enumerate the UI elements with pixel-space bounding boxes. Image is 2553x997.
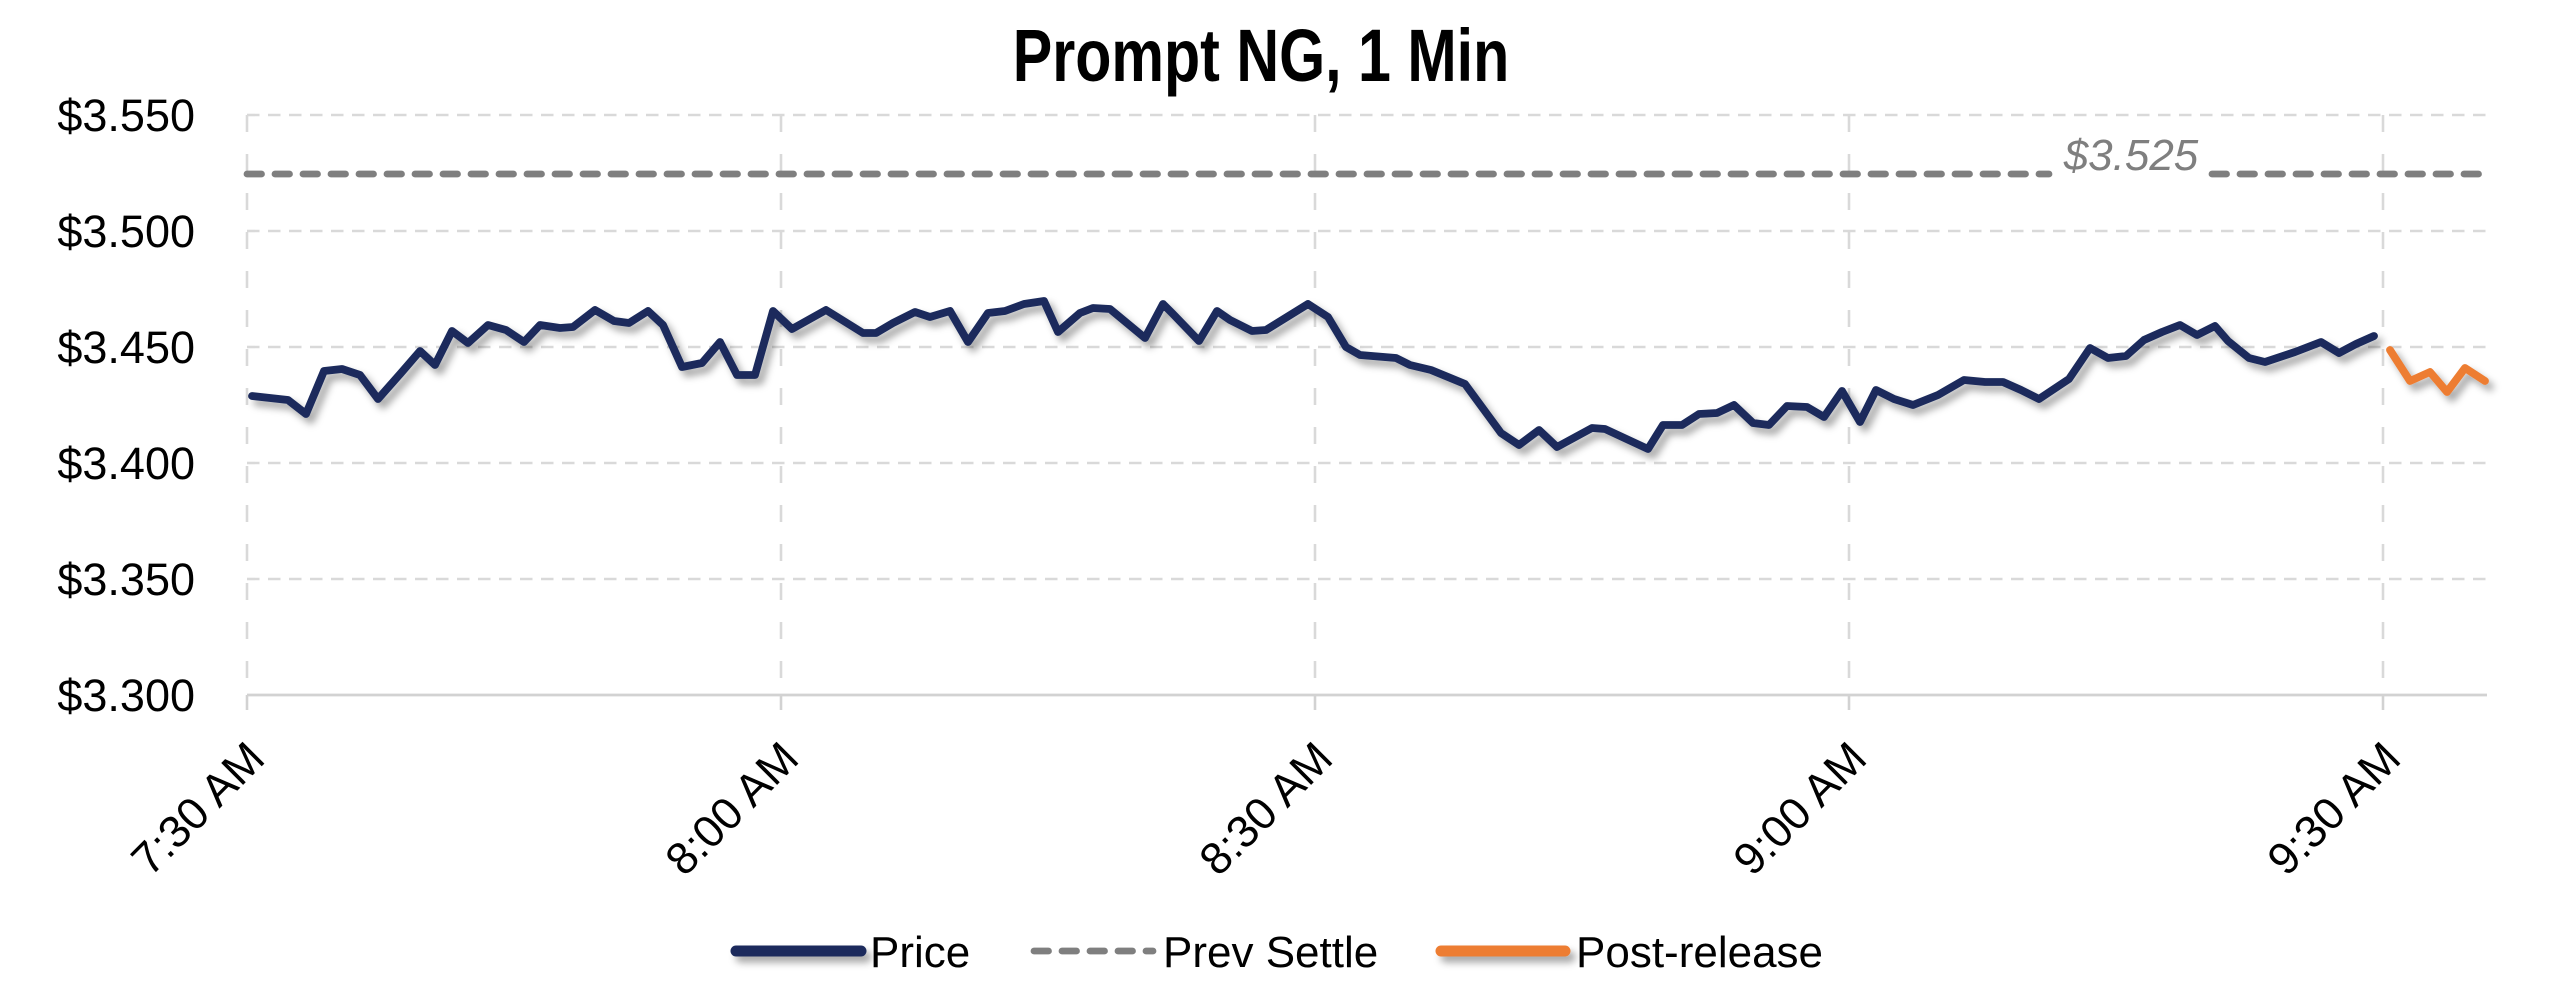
svg-text:$3.350: $3.350 <box>57 554 195 605</box>
svg-text:Prompt NG, 1 Min: Prompt NG, 1 Min <box>1013 15 1510 98</box>
svg-text:$3.500: $3.500 <box>57 206 195 257</box>
svg-text:Post-release: Post-release <box>1576 928 1823 977</box>
svg-text:$3.300: $3.300 <box>57 670 195 721</box>
svg-text:Prev Settle: Prev Settle <box>1163 928 1378 977</box>
svg-text:$3.400: $3.400 <box>57 438 195 489</box>
svg-text:$3.525: $3.525 <box>2063 131 2199 180</box>
svg-text:Price: Price <box>870 928 970 977</box>
svg-text:$3.550: $3.550 <box>57 90 195 141</box>
svg-text:$3.450: $3.450 <box>57 322 195 373</box>
